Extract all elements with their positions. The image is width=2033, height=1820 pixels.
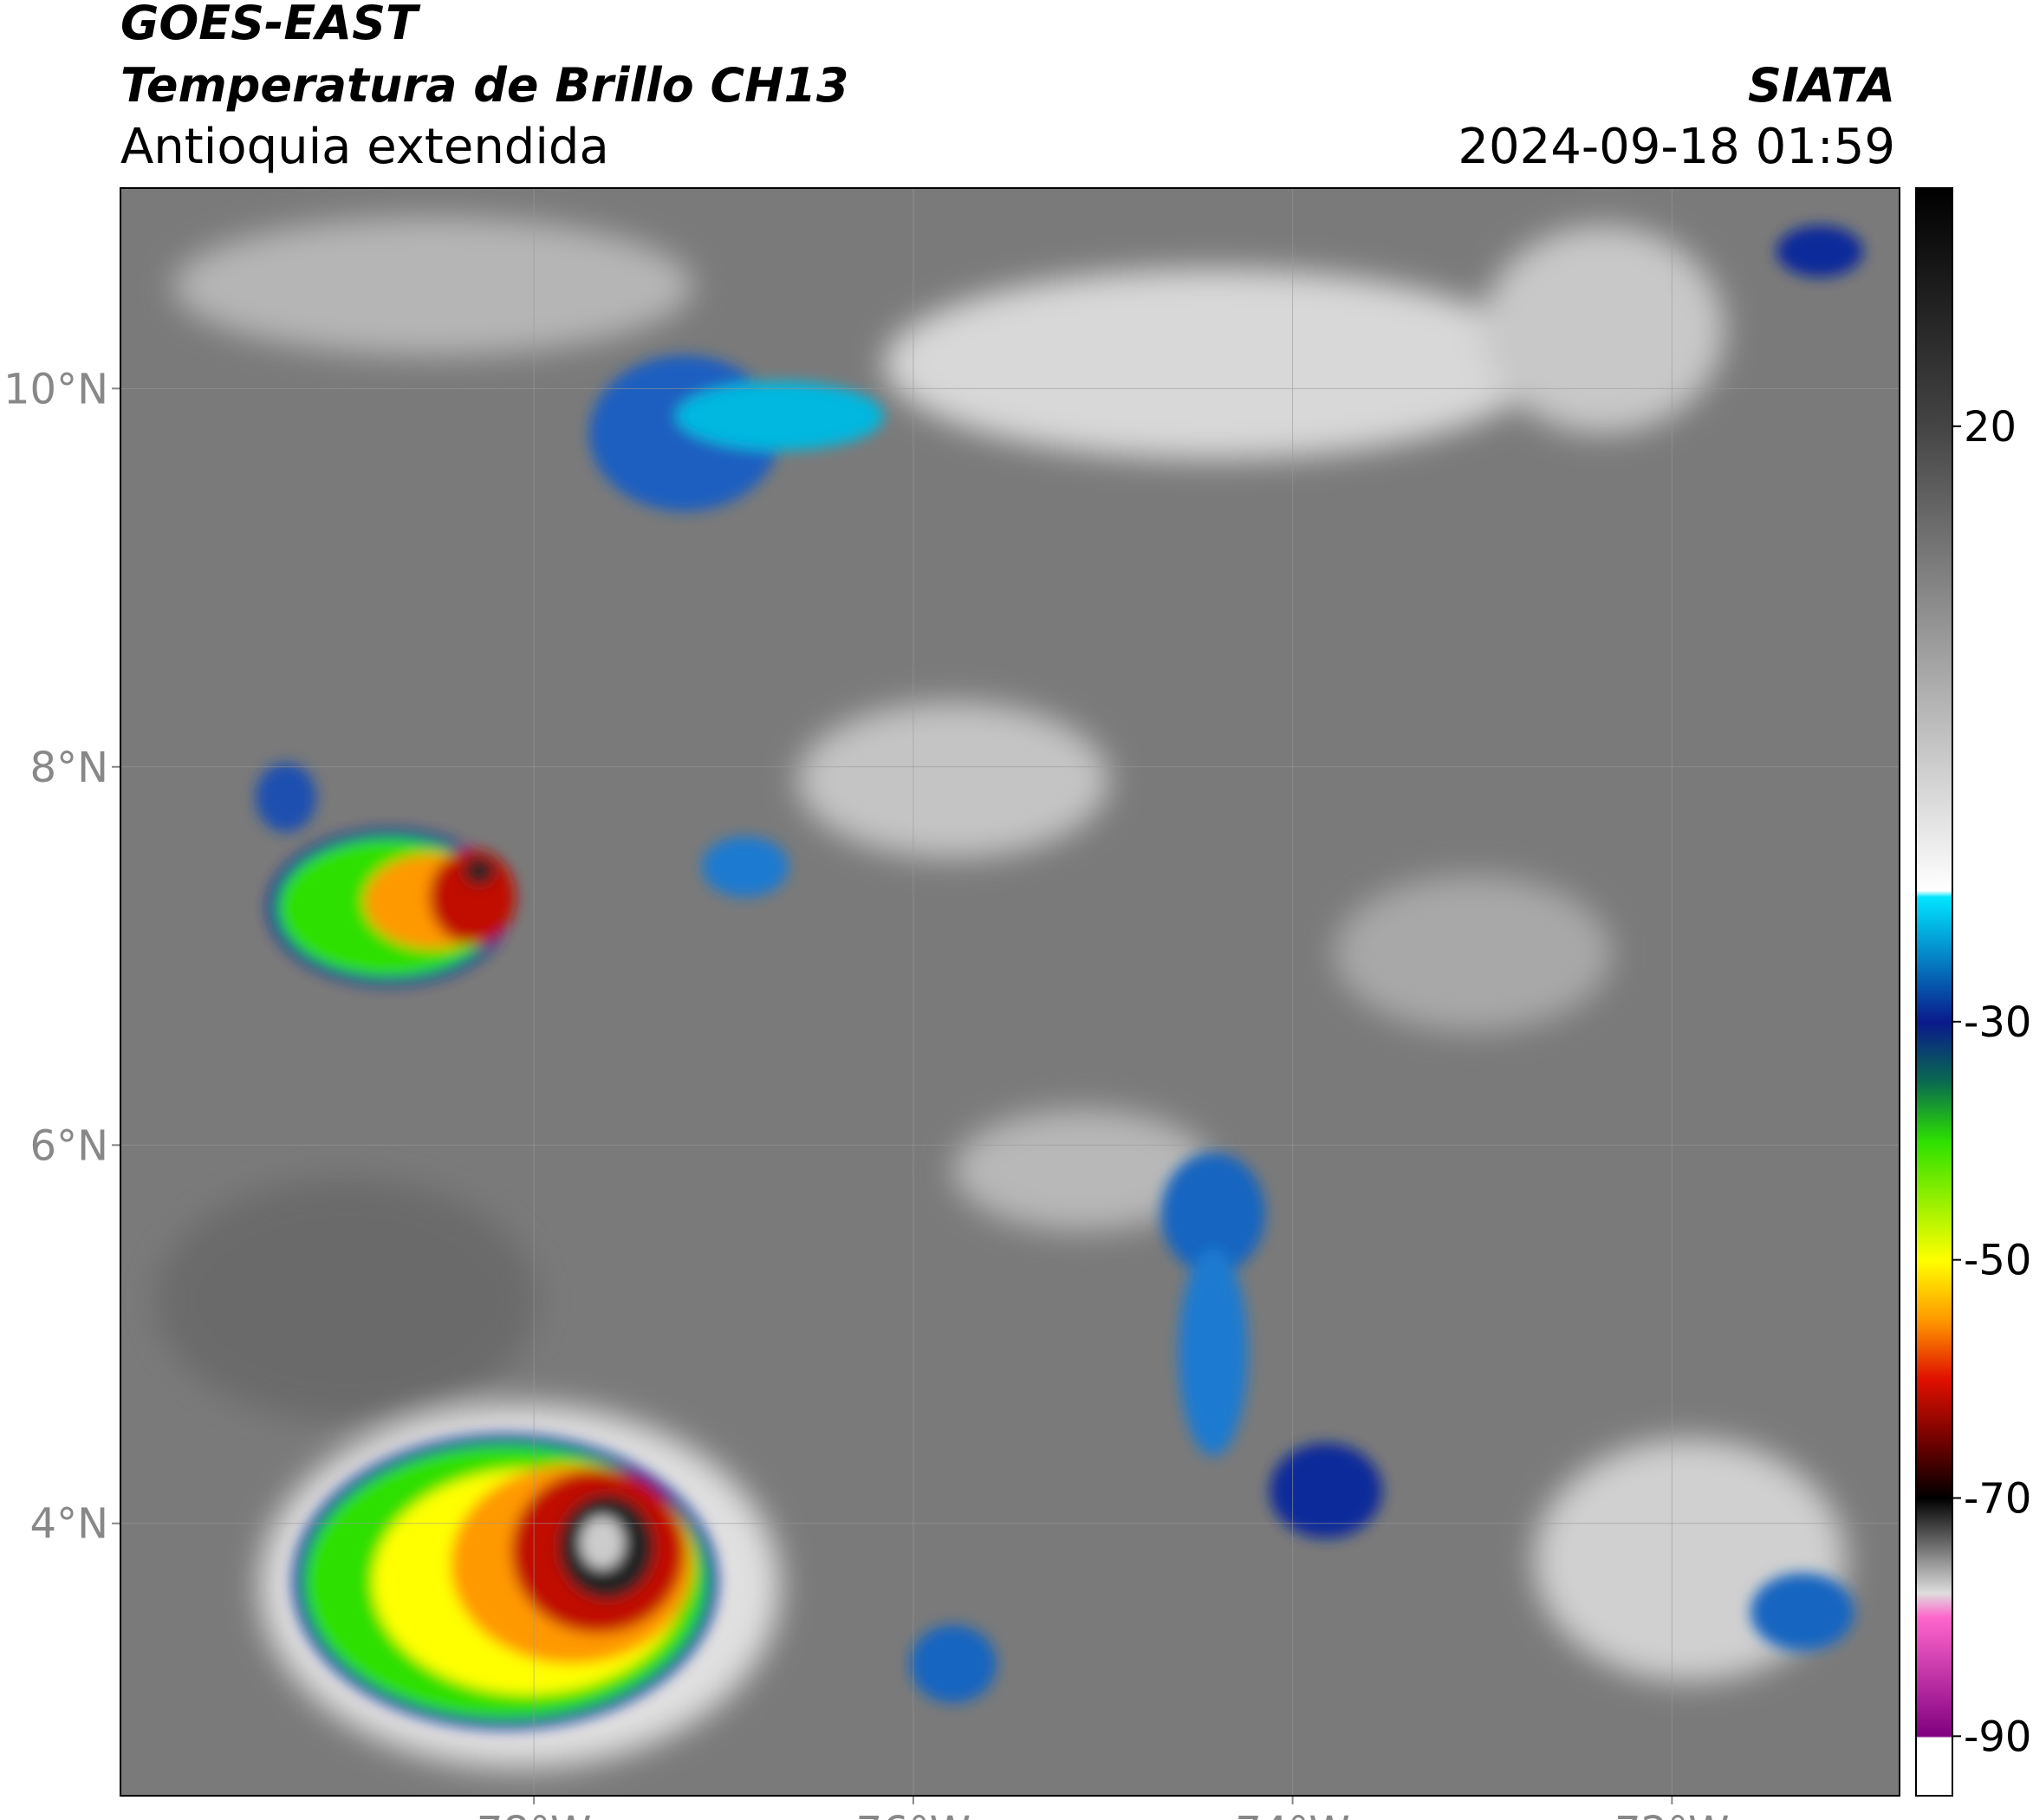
region: Antioquia extendida <box>120 119 609 175</box>
title: GOES-EAST <box>120 0 421 50</box>
colorbar-tick-label: -90 <box>1964 1713 2031 1761</box>
x-tick-label: 78°W <box>477 1808 592 1820</box>
y-tick-label: 4°N <box>30 1500 108 1549</box>
x-tick-label: 76°W <box>856 1808 971 1820</box>
datetime: 2024-09-18 01:59 <box>1458 119 1895 175</box>
colorbar-tick-label: -30 <box>1964 998 2031 1047</box>
y-tick-label: 6°N <box>30 1121 108 1170</box>
source: SIATA <box>1748 58 1895 113</box>
axes: 78°W 76°W 74°W 72°W 10°N 8°N 6°N 4°N <box>3 188 1900 1820</box>
colorbar-tick-label: 20 <box>1964 403 2017 452</box>
y-tick-label: 8°N <box>30 744 108 792</box>
colorbar-tick-label: -50 <box>1964 1237 2031 1285</box>
map-frame <box>120 187 1900 1797</box>
subtitle: Temperatura de Brillo CH13 <box>120 58 849 113</box>
colorbar-tick-label: -70 <box>1964 1474 2031 1523</box>
x-tick-label: 74°W <box>1235 1808 1350 1820</box>
y-tick-label: 10°N <box>3 365 108 413</box>
x-tick-label: 72°W <box>1614 1808 1730 1820</box>
imagery <box>120 188 1900 1796</box>
colorbar <box>1915 187 1953 1797</box>
